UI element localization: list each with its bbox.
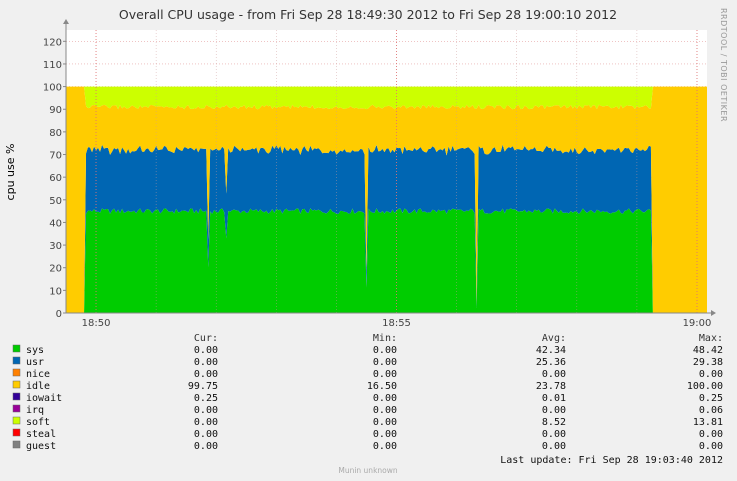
legend-swatch-steal [12,428,21,437]
legend-value: 0.00 [194,429,218,440]
legend-value: 0.00 [699,429,723,440]
legend-label-iowait: iowait [26,393,62,404]
legend-value: 0.00 [542,369,566,380]
x-axis-arrow [711,310,716,316]
legend-value: 42.34 [536,345,566,356]
x-tick-label: 18:50 [82,318,111,329]
legend-value: 99.75 [188,381,218,392]
legend-label-guest: guest [26,441,56,452]
legend-header: Cur: [194,333,218,344]
legend-swatch-iowait [12,392,21,401]
legend-value: 0.00 [699,369,723,380]
last-update: Last update: Fri Sep 28 19:03:40 2012 [500,455,723,466]
legend-value: 0.00 [373,417,397,428]
y-tick-label: 60 [49,173,62,184]
y-tick-label: 30 [49,241,62,252]
legend-value: 0.00 [194,369,218,380]
y-tick-label: 90 [49,105,62,116]
rrdtool-watermark: RRDTOOL / TOBI OETIKER [719,8,728,122]
y-tick-label: 120 [43,37,62,48]
legend-label-usr: usr [26,357,44,368]
y-axis-arrow [63,19,69,24]
legend-value: 23.78 [536,381,566,392]
legend-value: 0.00 [194,441,218,452]
chart-title: Overall CPU usage - from Fri Sep 28 18:4… [119,7,617,22]
legend-label-steal: steal [26,429,56,440]
legend-value: 0.01 [542,393,566,404]
legend-value: 0.00 [373,345,397,356]
legend-value: 0.00 [194,345,218,356]
legend-value: 0.00 [542,405,566,416]
x-tick-label: 18:55 [382,318,411,329]
legend-value: 0.00 [373,405,397,416]
legend-swatch-idle [12,380,21,389]
legend-value: 29.38 [693,357,723,368]
legend-value: 0.25 [194,393,218,404]
y-tick-label: 70 [49,151,62,162]
legend-value: 0.00 [373,429,397,440]
legend-label-nice: nice [26,369,50,380]
legend-label-irq: irq [26,405,44,416]
legend-value: 0.00 [373,393,397,404]
area-sys [66,208,707,313]
y-tick-label: 10 [49,286,62,297]
legend-value: 13.81 [693,417,723,428]
y-tick-label: 50 [49,196,62,207]
legend-swatch-usr [12,356,21,365]
y-tick-label: 80 [49,128,62,139]
legend-swatch-irq [12,404,21,413]
legend-value: 0.00 [542,441,566,452]
legend-value: 0.00 [194,357,218,368]
area-usr [66,144,707,313]
legend-value: 0.00 [542,429,566,440]
legend-value: 16.50 [367,381,397,392]
legend-value: 0.25 [699,393,723,404]
legend-label-soft: soft [26,417,50,428]
area-idle [66,86,707,313]
legend-value: 0.00 [373,441,397,452]
legend-value: 8.52 [542,417,566,428]
legend-value: 0.00 [373,369,397,380]
legend-swatch-soft [12,416,21,425]
legend-swatch-guest [12,440,21,449]
legend-value: 48.42 [693,345,723,356]
legend-header: Avg: [542,333,566,344]
legend-value: 100.00 [687,381,723,392]
legend-label-idle: idle [26,381,50,392]
y-tick-label: 110 [43,60,62,71]
legend-header: Min: [373,333,397,344]
legend-header: Max: [699,333,723,344]
footer-munin: Munin unknown [338,466,398,475]
legend-value: 0.06 [699,405,723,416]
y-axis-label: cpu use % [4,144,17,201]
x-tick-label: 19:00 [683,318,712,329]
y-tick-label: 0 [56,309,62,320]
legend-value: 0.00 [699,441,723,452]
y-tick-label: 20 [49,264,62,275]
y-tick-label: 40 [49,218,62,229]
legend-value: 25.36 [536,357,566,368]
legend-value: 0.00 [194,417,218,428]
legend-swatch-nice [12,368,21,377]
legend-value: 0.00 [194,405,218,416]
area-soft [66,86,707,110]
legend-label-sys: sys [26,345,44,356]
legend-value: 0.00 [373,357,397,368]
legend-swatch-sys [12,344,21,353]
y-tick-label: 100 [43,83,62,94]
